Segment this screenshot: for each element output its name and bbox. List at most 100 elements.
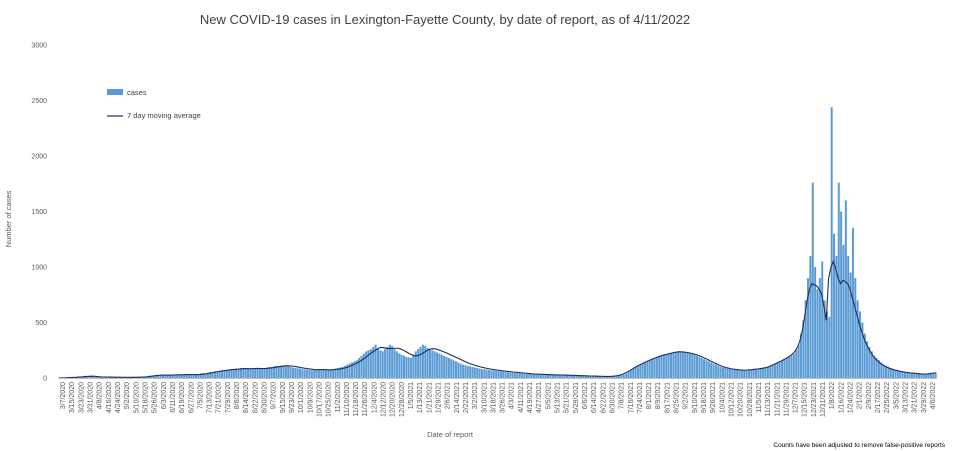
x-tick-label: 7/29/2020 (225, 382, 232, 413)
case-bar (258, 369, 261, 378)
case-bar (369, 349, 372, 378)
case-bar (166, 375, 169, 378)
y-tick-label: 1000 (31, 265, 47, 272)
x-tick-label: 10/28/2021 (747, 382, 754, 417)
case-bar (95, 376, 98, 378)
x-tick-label: 11/21/2021 (774, 382, 781, 417)
case-bar (724, 368, 727, 378)
case-bar (325, 370, 328, 378)
case-bar (447, 358, 450, 378)
x-tick-label: 1/21/2021 (426, 382, 433, 413)
case-bar (596, 376, 599, 378)
case-bar (582, 376, 585, 378)
case-bar (870, 351, 873, 378)
case-bar (351, 362, 354, 378)
case-bar (273, 366, 276, 378)
x-tick-label: 1/8/2022 (829, 382, 836, 409)
case-bar (717, 365, 720, 378)
x-tick-label: 6/22/2021 (600, 382, 607, 413)
case-bar (662, 354, 665, 378)
x-tick-label: 12/31/2021 (820, 382, 827, 417)
case-bar (384, 349, 387, 378)
x-tick-label: 9/26/2021 (710, 382, 717, 413)
case-bar (927, 374, 930, 378)
case-bar (206, 372, 209, 378)
x-tick-label: 12/23/2021 (811, 382, 818, 417)
x-tick-label: 11/10/2020 (344, 382, 351, 417)
y-tick-label: 0 (43, 376, 47, 383)
case-bar (925, 374, 928, 378)
x-tick-label: 10/9/2020 (307, 382, 314, 413)
legend-label-moving-average: 7 day moving average (127, 111, 201, 120)
case-bar (471, 366, 474, 378)
case-bar (417, 349, 420, 378)
x-tick-label: 9/23/2020 (289, 382, 296, 413)
x-tick-label: 8/22/2020 (252, 382, 259, 413)
x-tick-label: 3/21/2022 (912, 382, 919, 413)
y-tick-label: 500 (35, 320, 47, 327)
case-bar (379, 350, 382, 378)
case-bar (395, 351, 398, 378)
case-bar (911, 372, 914, 378)
case-bar (632, 368, 635, 378)
case-bar (606, 376, 609, 378)
case-bar (785, 358, 788, 378)
case-bar (747, 369, 750, 378)
case-bar (365, 351, 368, 378)
x-tick-label: 6/19/2020 (179, 382, 186, 413)
case-bar (381, 351, 384, 378)
x-tick-label: 1/24/2022 (848, 382, 855, 413)
case-bar (757, 368, 760, 378)
case-bar (232, 369, 235, 378)
case-bar (499, 371, 502, 378)
x-tick-label: 5/29/2021 (573, 382, 580, 413)
x-tick-label: 10/20/2021 (738, 382, 745, 417)
x-tick-label: 5/13/2021 (555, 382, 562, 413)
x-tick-label: 12/28/2020 (399, 382, 406, 417)
x-tick-label: 2/17/2022 (875, 382, 882, 413)
case-bar (310, 370, 313, 378)
case-bar (431, 350, 434, 378)
case-bar (648, 360, 651, 378)
case-bar (835, 255, 838, 378)
case-bar (868, 346, 871, 378)
case-bar (833, 233, 836, 378)
case-bar (176, 374, 179, 378)
case-bar (688, 353, 691, 378)
x-tick-label: 8/1/2021 (646, 382, 653, 409)
x-tick-label: 5/26/2020 (152, 382, 159, 413)
x-tick-label: 1/16/2022 (838, 382, 845, 413)
case-bar (710, 362, 713, 378)
case-bar (790, 355, 793, 378)
case-bar (433, 351, 436, 378)
case-bar (374, 344, 377, 378)
x-axis-ticks: 3/7/2020 3/15/2020 3/23/2020 3/31/2020 4/8/2… (60, 382, 937, 417)
case-bar (360, 355, 363, 378)
case-bar (436, 352, 439, 378)
x-tick-label: 8/17/2021 (664, 382, 671, 413)
x-tick-label: 8/6/2020 (234, 382, 241, 409)
case-bar (320, 369, 323, 378)
case-bar (346, 364, 349, 378)
x-tick-label: 10/25/2020 (326, 382, 333, 417)
x-tick-label: 6/30/2021 (609, 382, 616, 413)
x-tick-label: 12/7/2021 (793, 382, 800, 413)
case-bar (93, 376, 96, 378)
case-bar (799, 333, 802, 378)
case-bar (620, 375, 623, 378)
case-bar (180, 374, 183, 378)
x-tick-label: 11/29/2021 (783, 382, 790, 417)
x-tick-label: 3/15/2020 (69, 382, 76, 413)
case-bar (159, 374, 162, 378)
x-tick-label: 5/21/2021 (564, 382, 571, 413)
case-bar (473, 367, 476, 378)
case-bar (202, 373, 205, 378)
x-tick-label: 2/9/2022 (866, 382, 873, 409)
y-tick-label: 2500 (31, 98, 47, 105)
case-bar (195, 374, 198, 378)
x-tick-label: 2/1/2022 (857, 382, 864, 409)
case-bar (674, 351, 677, 378)
x-tick-label: 3/18/2021 (490, 382, 497, 413)
case-bar (211, 372, 214, 378)
case-bar (896, 370, 899, 378)
